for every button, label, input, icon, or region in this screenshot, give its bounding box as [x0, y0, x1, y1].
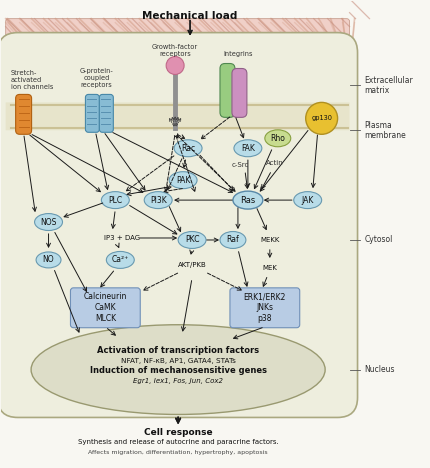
FancyBboxPatch shape	[230, 288, 300, 328]
FancyBboxPatch shape	[15, 95, 31, 134]
Text: Egr1, Iex1, Fos, Jun, Cox2: Egr1, Iex1, Fos, Jun, Cox2	[133, 378, 223, 384]
Text: Integrins: Integrins	[223, 51, 253, 57]
FancyBboxPatch shape	[6, 19, 350, 71]
Ellipse shape	[36, 252, 61, 268]
FancyBboxPatch shape	[0, 33, 357, 417]
Ellipse shape	[234, 140, 262, 157]
Text: JAK: JAK	[301, 196, 314, 205]
Text: MEK: MEK	[262, 265, 277, 271]
Text: JNKs: JNKs	[256, 303, 273, 312]
Ellipse shape	[106, 251, 134, 268]
Text: Ca²⁺: Ca²⁺	[112, 256, 129, 264]
Ellipse shape	[174, 140, 202, 157]
Circle shape	[166, 57, 184, 74]
Text: PKC: PKC	[185, 235, 200, 244]
Text: Rac: Rac	[181, 144, 195, 153]
Text: Activation of transcription factors: Activation of transcription factors	[97, 346, 259, 355]
Text: c-Src: c-Src	[231, 162, 249, 168]
Ellipse shape	[220, 232, 246, 249]
Text: AKT/PKB: AKT/PKB	[178, 262, 206, 268]
Ellipse shape	[169, 172, 197, 189]
Text: NO: NO	[43, 256, 54, 264]
Ellipse shape	[233, 191, 263, 209]
Text: Growth-factor
receptors: Growth-factor receptors	[152, 44, 198, 57]
Text: Actin: Actin	[266, 160, 284, 166]
Text: PAK: PAK	[176, 176, 190, 185]
Text: Nucleus: Nucleus	[365, 365, 395, 374]
Ellipse shape	[31, 325, 325, 415]
Text: NFAT, NF-κB, AP1, GATA4, STATs: NFAT, NF-κB, AP1, GATA4, STATs	[121, 358, 236, 364]
Text: Calcineurin: Calcineurin	[84, 292, 127, 301]
Text: p38: p38	[258, 314, 272, 323]
FancyBboxPatch shape	[6, 102, 350, 130]
Ellipse shape	[144, 191, 172, 209]
Text: Cell response: Cell response	[144, 428, 212, 437]
Text: Synthesis and release of autocrine and paracrine factors.: Synthesis and release of autocrine and p…	[78, 439, 279, 446]
Ellipse shape	[294, 191, 322, 209]
Text: Rho: Rho	[270, 134, 285, 143]
Text: G-protein-
coupled
receptors: G-protein- coupled receptors	[80, 68, 113, 88]
Text: Induction of mechanosensitive genes: Induction of mechanosensitive genes	[89, 366, 267, 375]
Text: PI3K: PI3K	[150, 196, 166, 205]
Text: Extracellular
matrix: Extracellular matrix	[365, 76, 413, 95]
Text: Mechanical load: Mechanical load	[142, 11, 238, 21]
Ellipse shape	[34, 213, 62, 231]
Text: ERK1/ERK2: ERK1/ERK2	[244, 292, 286, 301]
FancyBboxPatch shape	[220, 64, 235, 117]
Text: NOS: NOS	[40, 218, 57, 227]
Text: gp130: gp130	[311, 115, 332, 121]
Text: IP3 + DAG: IP3 + DAG	[104, 235, 140, 241]
Text: Ras: Ras	[240, 196, 255, 205]
FancyBboxPatch shape	[99, 95, 114, 132]
Ellipse shape	[101, 191, 129, 209]
Text: Stretch-
activated
ion channels: Stretch- activated ion channels	[11, 70, 53, 90]
Text: Raf: Raf	[227, 235, 240, 244]
Ellipse shape	[178, 232, 206, 249]
Circle shape	[306, 102, 338, 134]
Text: Plasma
membrane: Plasma membrane	[365, 121, 406, 140]
Text: Affects migration, differentiation, hypertrophy, apoptosis: Affects migration, differentiation, hype…	[88, 450, 268, 455]
Text: MLCK: MLCK	[95, 314, 116, 323]
FancyBboxPatch shape	[232, 68, 247, 117]
Text: FAK: FAK	[241, 144, 255, 153]
Text: CaMK: CaMK	[95, 303, 116, 312]
FancyBboxPatch shape	[86, 95, 99, 132]
Text: PLC: PLC	[108, 196, 123, 205]
Ellipse shape	[265, 130, 291, 147]
Text: Cytosol: Cytosol	[365, 235, 393, 244]
Text: MEKK: MEKK	[260, 237, 280, 243]
FancyBboxPatch shape	[71, 288, 140, 328]
